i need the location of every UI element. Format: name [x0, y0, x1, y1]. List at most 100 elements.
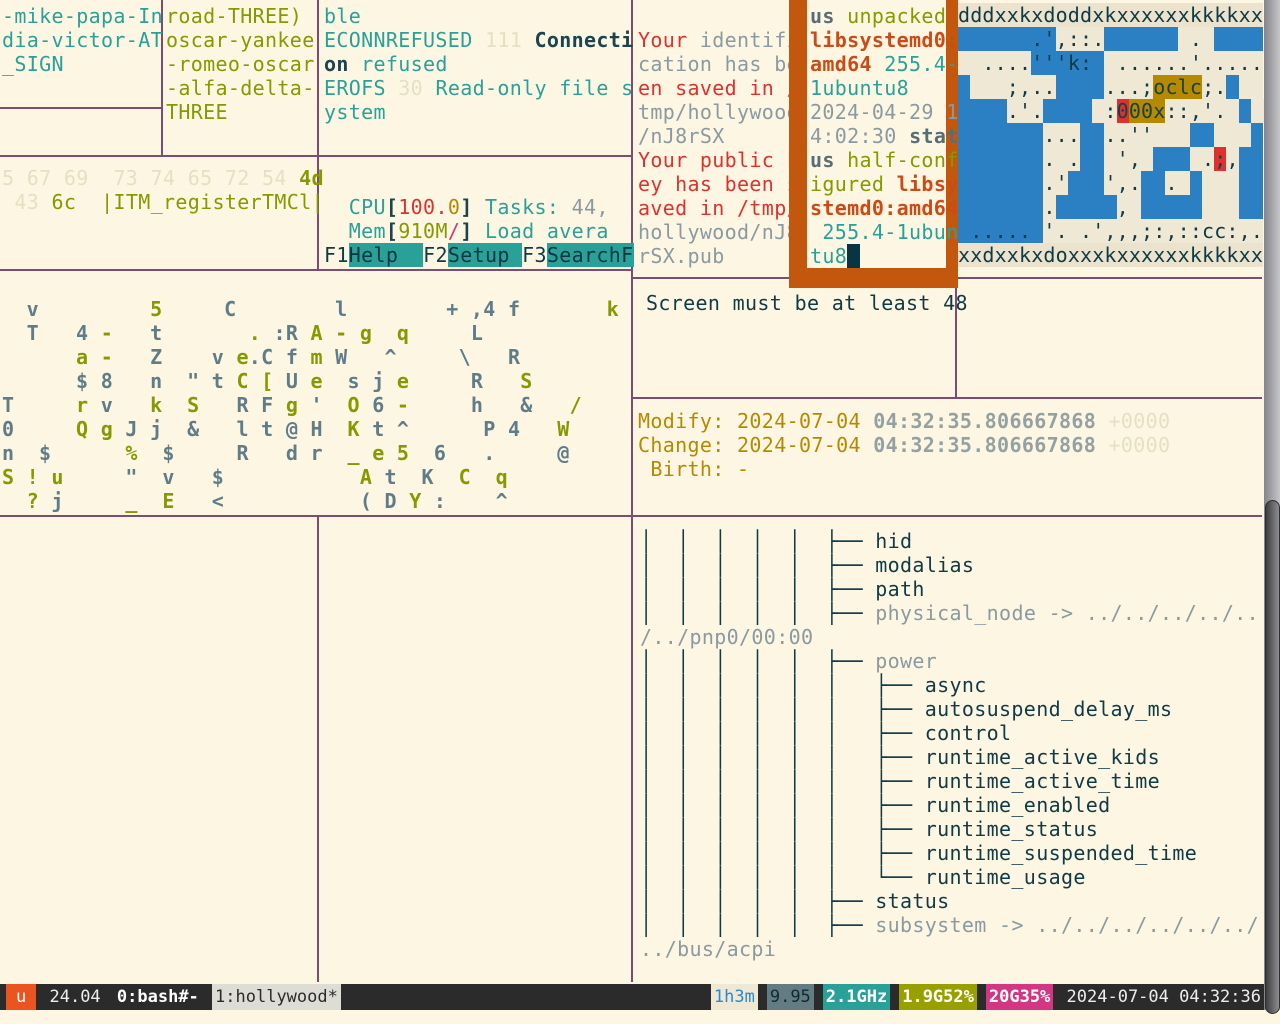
- terminal-line: ECONNREFUSED 111 Connecti: [324, 28, 634, 52]
- terminal-text-segment: amd64: [810, 52, 872, 76]
- terminal-text-segment: road-THREE): [166, 4, 303, 28]
- matrix-char: R: [507, 345, 520, 369]
- terminal-text-segment: oscar-yankee: [166, 28, 315, 52]
- matrix-char: l: [335, 297, 348, 321]
- terminal-text-segment: ../bus/acpi: [640, 937, 777, 961]
- terminal-text-segment: [1067, 171, 1105, 195]
- status-bar-windows: u 24.04 0:bash#- 1:hollywood*: [0, 984, 341, 1010]
- terminal-text-segment: │ │ │ │ │ │ ├── runtime_enabled: [640, 793, 1111, 817]
- terminal-line: . . ', .;,: [958, 147, 1264, 171]
- terminal-text-segment: tu8: [810, 244, 848, 268]
- terminal-line: │ │ │ │ │ ├── path: [640, 577, 925, 601]
- ubuntu-logo-badge[interactable]: u: [6, 984, 37, 1010]
- terminal-text-segment: Screen must be at least 48: [646, 291, 968, 315]
- terminal-text-segment: 1ubuntu8: [810, 76, 910, 100]
- matrix-char: s: [347, 369, 360, 393]
- terminal-text-segment: 255.4-1ubun: [810, 220, 959, 244]
- terminal-text-segment: [958, 123, 1044, 147]
- terminal-line: │ │ │ │ │ │ └── runtime_usage: [640, 865, 1086, 889]
- terminal-text-segment: 4d: [299, 166, 324, 190]
- terminal-line: │ │ │ │ │ ├── subsystem -> ../../../../.…: [640, 913, 1259, 937]
- terminal-text-segment: :: [1092, 99, 1117, 123]
- terminal-text-segment: .: [1189, 147, 1215, 171]
- terminal-text-segment: aved in /tmp/: [638, 196, 799, 220]
- matrix-char: -: [100, 321, 113, 345]
- matrix-char: J: [125, 417, 138, 441]
- matrix-char: [: [261, 369, 274, 393]
- matrix-char: K: [421, 465, 434, 489]
- terminal-text-segment: 4:02:30: [810, 124, 910, 148]
- matrix-char: a: [76, 345, 89, 369]
- terminal-line: -mike-papa-In: [2, 4, 163, 28]
- terminal-text-segment: [958, 195, 1044, 219]
- terminal-text-segment: .....: [958, 219, 1044, 243]
- scrollbar-track[interactable]: [1264, 0, 1280, 1014]
- terminal-text-segment: dia-victor-AT: [2, 28, 163, 52]
- matrix-char: r: [76, 393, 89, 417]
- clock-label[interactable]: 2024-07-04 04:32:36: [1056, 987, 1261, 1007]
- status-bar-gap: [757, 984, 767, 1010]
- pane-empty-bottomleft-1[interactable]: [0, 518, 316, 981]
- terminal-text-segment: _SIGN: [2, 52, 64, 76]
- terminal-text-segment: .: [1165, 171, 1190, 195]
- terminal-text-segment: stat: [909, 124, 959, 148]
- terminal-line: │ │ │ │ │ │ ├── control: [640, 721, 1011, 745]
- matrix-char: W: [557, 417, 570, 441]
- terminal-text-segment: 0: [1116, 99, 1129, 123]
- terminal-text-segment: [1055, 75, 1105, 99]
- matrix-char: t: [150, 321, 163, 345]
- cpu-freq-badge[interactable]: 2.1GHz: [822, 984, 891, 1010]
- terminal-text-segment: 04:32:35.806667868: [873, 433, 1097, 457]
- pane-empty-topleft[interactable]: [0, 110, 160, 154]
- terminal-text-segment: │ │ │ │ │ │ ├── runtime_active_time: [640, 769, 1161, 793]
- matrix-char: W: [335, 345, 348, 369]
- status-bar-indicators: 1h3m 9.95 2.1GHz 1.9G52% 20G35% 2024-07-04 0…: [710, 984, 1264, 1010]
- terminal-line: │ │ │ │ │ ├── physical_node -> ../../../…: [640, 601, 1259, 625]
- terminal-text-segment: │ │ │ │ │ ├──: [640, 913, 876, 937]
- terminal-line: 2024-04-29 1: [810, 100, 959, 124]
- memory-badge[interactable]: 1.9G52%: [899, 984, 977, 1010]
- terminal-line: tu8: [810, 244, 860, 268]
- terminal-text-segment: F2: [423, 243, 448, 267]
- terminal-text-segment: 04:32:35.806667868: [873, 409, 1097, 433]
- terminal-text-segment: |ITM_registerTMCl|: [101, 190, 324, 214]
- terminal-text-segment: .: [1043, 195, 1056, 219]
- terminal-text-segment: [1214, 123, 1251, 147]
- terminal-line: │ │ │ │ │ │ ├── runtime_suspended_time: [640, 841, 1197, 865]
- status-bar-gap: [976, 984, 986, 1010]
- terminal-text-segment: │ │ │ │ │ │ └── runtime_usage: [640, 865, 1086, 889]
- terminal-line: us unpacked: [810, 4, 946, 28]
- terminal-text-segment: subsystem -> ../../../../../../: [875, 913, 1260, 937]
- pane-border: [0, 515, 1262, 517]
- matrix-char: t: [211, 369, 224, 393]
- matrix-char: S: [187, 393, 200, 417]
- terminal-text-segment: │ │ │ │ │ │ ├── async: [640, 673, 987, 697]
- terminal-line: .'. :000x::,'.: [958, 99, 1276, 123]
- pane-empty-bottomleft-2[interactable]: [321, 518, 630, 981]
- window-0-bash[interactable]: 0:bash#-: [116, 987, 210, 1007]
- scrollbar-thumb[interactable]: [1265, 500, 1280, 1014]
- pane-empty-right[interactable]: [959, 280, 1262, 395]
- status-bar-gap: [813, 984, 823, 1010]
- terminal-text-segment: -romeo-oscar: [166, 52, 315, 76]
- matrix-char: v: [211, 345, 224, 369]
- terminal-text-segment: [1189, 171, 1203, 195]
- terminal-text-segment: 111: [484, 28, 523, 52]
- status-bar: u 24.04 0:bash#- 1:hollywood* 1h3m 9.95 2.…: [0, 984, 1264, 1010]
- matrix-char: Y: [409, 489, 422, 513]
- terminal-text-segment: SearchF: [546, 243, 634, 267]
- uptime-badge[interactable]: 1h3m: [710, 984, 758, 1010]
- terminal-text-segment: .': [1043, 171, 1068, 195]
- matrix-char: ,: [470, 297, 483, 321]
- terminal-text-segment: [1202, 195, 1239, 219]
- terminal-text-segment: ',: [1104, 147, 1154, 171]
- matrix-char: /: [569, 393, 582, 417]
- release-label[interactable]: 24.04: [39, 987, 111, 1007]
- disk-badge[interactable]: 20G35%: [985, 984, 1054, 1010]
- matrix-char: ^: [495, 489, 508, 513]
- terminal-text-segment: [: [385, 195, 399, 219]
- load-badge[interactable]: 9.95: [766, 984, 814, 1010]
- terminal-line: │ │ │ │ │ │ ├── runtime_active_time: [640, 769, 1160, 793]
- window-1-hollywood[interactable]: 1:hollywood*: [212, 984, 341, 1010]
- terminal-text-segment: [958, 99, 1007, 123]
